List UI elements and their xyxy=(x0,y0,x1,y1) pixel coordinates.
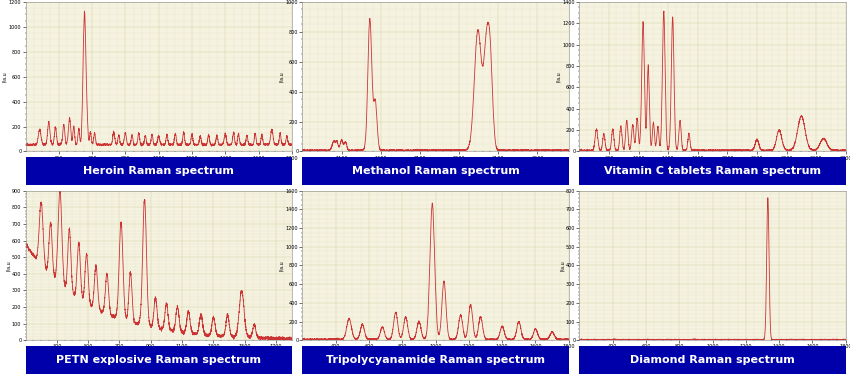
Text: Methanol Raman spectrum: Methanol Raman spectrum xyxy=(352,166,519,176)
Text: Diamond Raman spectrum: Diamond Raman spectrum xyxy=(630,355,795,365)
Y-axis label: I/a.u: I/a.u xyxy=(280,71,285,82)
Text: Heroin Raman spectrum: Heroin Raman spectrum xyxy=(83,166,234,176)
Y-axis label: I/a.u: I/a.u xyxy=(280,260,285,271)
Text: PETN explosive Raman spectrum: PETN explosive Raman spectrum xyxy=(56,355,261,365)
X-axis label: 波数/cm⁻¹: 波数/cm⁻¹ xyxy=(149,351,168,356)
Text: Vitamin C tablets Raman spectrum: Vitamin C tablets Raman spectrum xyxy=(604,166,821,176)
X-axis label: 波数/cm⁻¹: 波数/cm⁻¹ xyxy=(149,162,168,167)
Y-axis label: I/a.u: I/a.u xyxy=(559,260,564,271)
X-axis label: 波数/cm⁻¹: 波数/cm⁻¹ xyxy=(426,351,445,356)
Y-axis label: I/a.u: I/a.u xyxy=(557,71,561,82)
X-axis label: 波数/cm⁻¹: 波数/cm⁻¹ xyxy=(703,351,722,356)
Text: Tripolycyanamide Raman spectrum: Tripolycyanamide Raman spectrum xyxy=(326,355,545,365)
X-axis label: 波数/cm⁻¹: 波数/cm⁻¹ xyxy=(703,162,722,167)
X-axis label: 波数/cm⁻¹: 波数/cm⁻¹ xyxy=(426,162,445,167)
Y-axis label: I/a.u: I/a.u xyxy=(3,71,8,82)
Y-axis label: I/a.u: I/a.u xyxy=(6,260,10,271)
